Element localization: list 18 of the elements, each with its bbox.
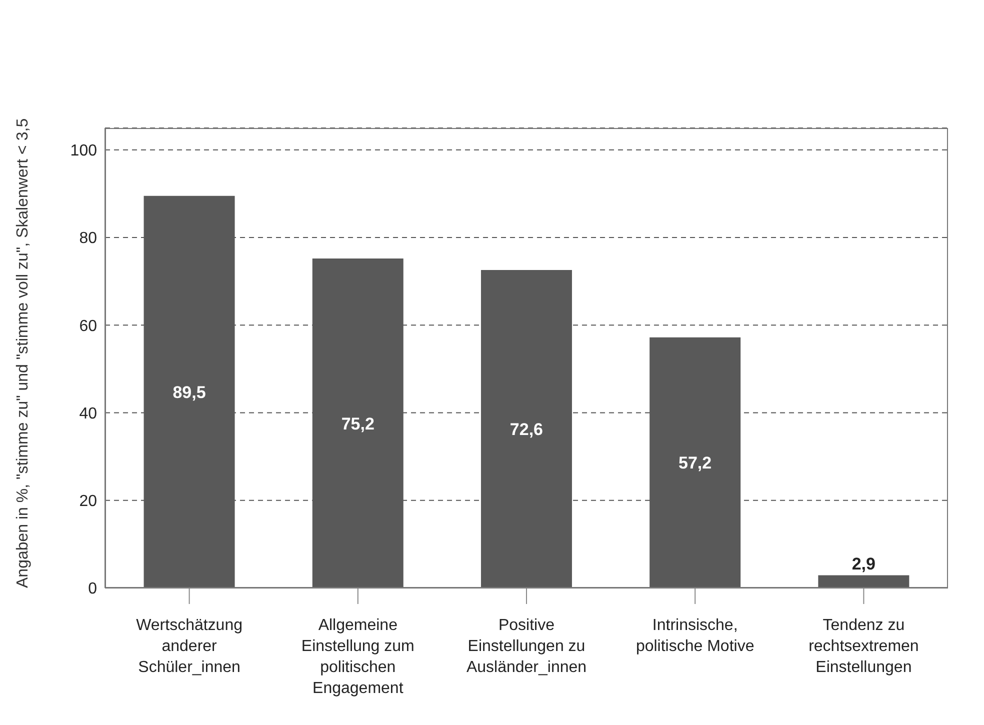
data-label: 57,2	[678, 454, 712, 473]
data-label: 89,5	[172, 382, 206, 402]
y-tick-label: 20	[79, 493, 98, 510]
data-label: 75,2	[341, 414, 374, 434]
x-tick-label: Allgemeine Einstellung zum politischen Engagement	[301, 617, 414, 697]
y-tick-label: 60	[79, 318, 98, 335]
y-tick-label: 80	[79, 230, 98, 248]
y-axis-title: Angaben in %, "stimme zu" und "stimme voll zu", Skalenwert < 3,5	[14, 118, 32, 588]
x-tick-label: Intrinsische, politische Motive	[636, 617, 754, 655]
data-label: 72,6	[510, 420, 544, 439]
y-tick-label: 40	[79, 405, 98, 422]
x-tick-label: Tendenz zu rechtsextremen Einstellungen	[808, 617, 919, 676]
bar	[818, 575, 910, 588]
data-label: 2,9	[852, 554, 876, 574]
y-tick-label: 0	[88, 580, 98, 598]
y-tick-label: 100	[70, 142, 98, 160]
x-tick-label: Positive Einstellungen zu Ausländer_innen	[466, 617, 587, 676]
x-tick-label: Wertschätzung anderer Schüler_innen	[136, 617, 243, 676]
